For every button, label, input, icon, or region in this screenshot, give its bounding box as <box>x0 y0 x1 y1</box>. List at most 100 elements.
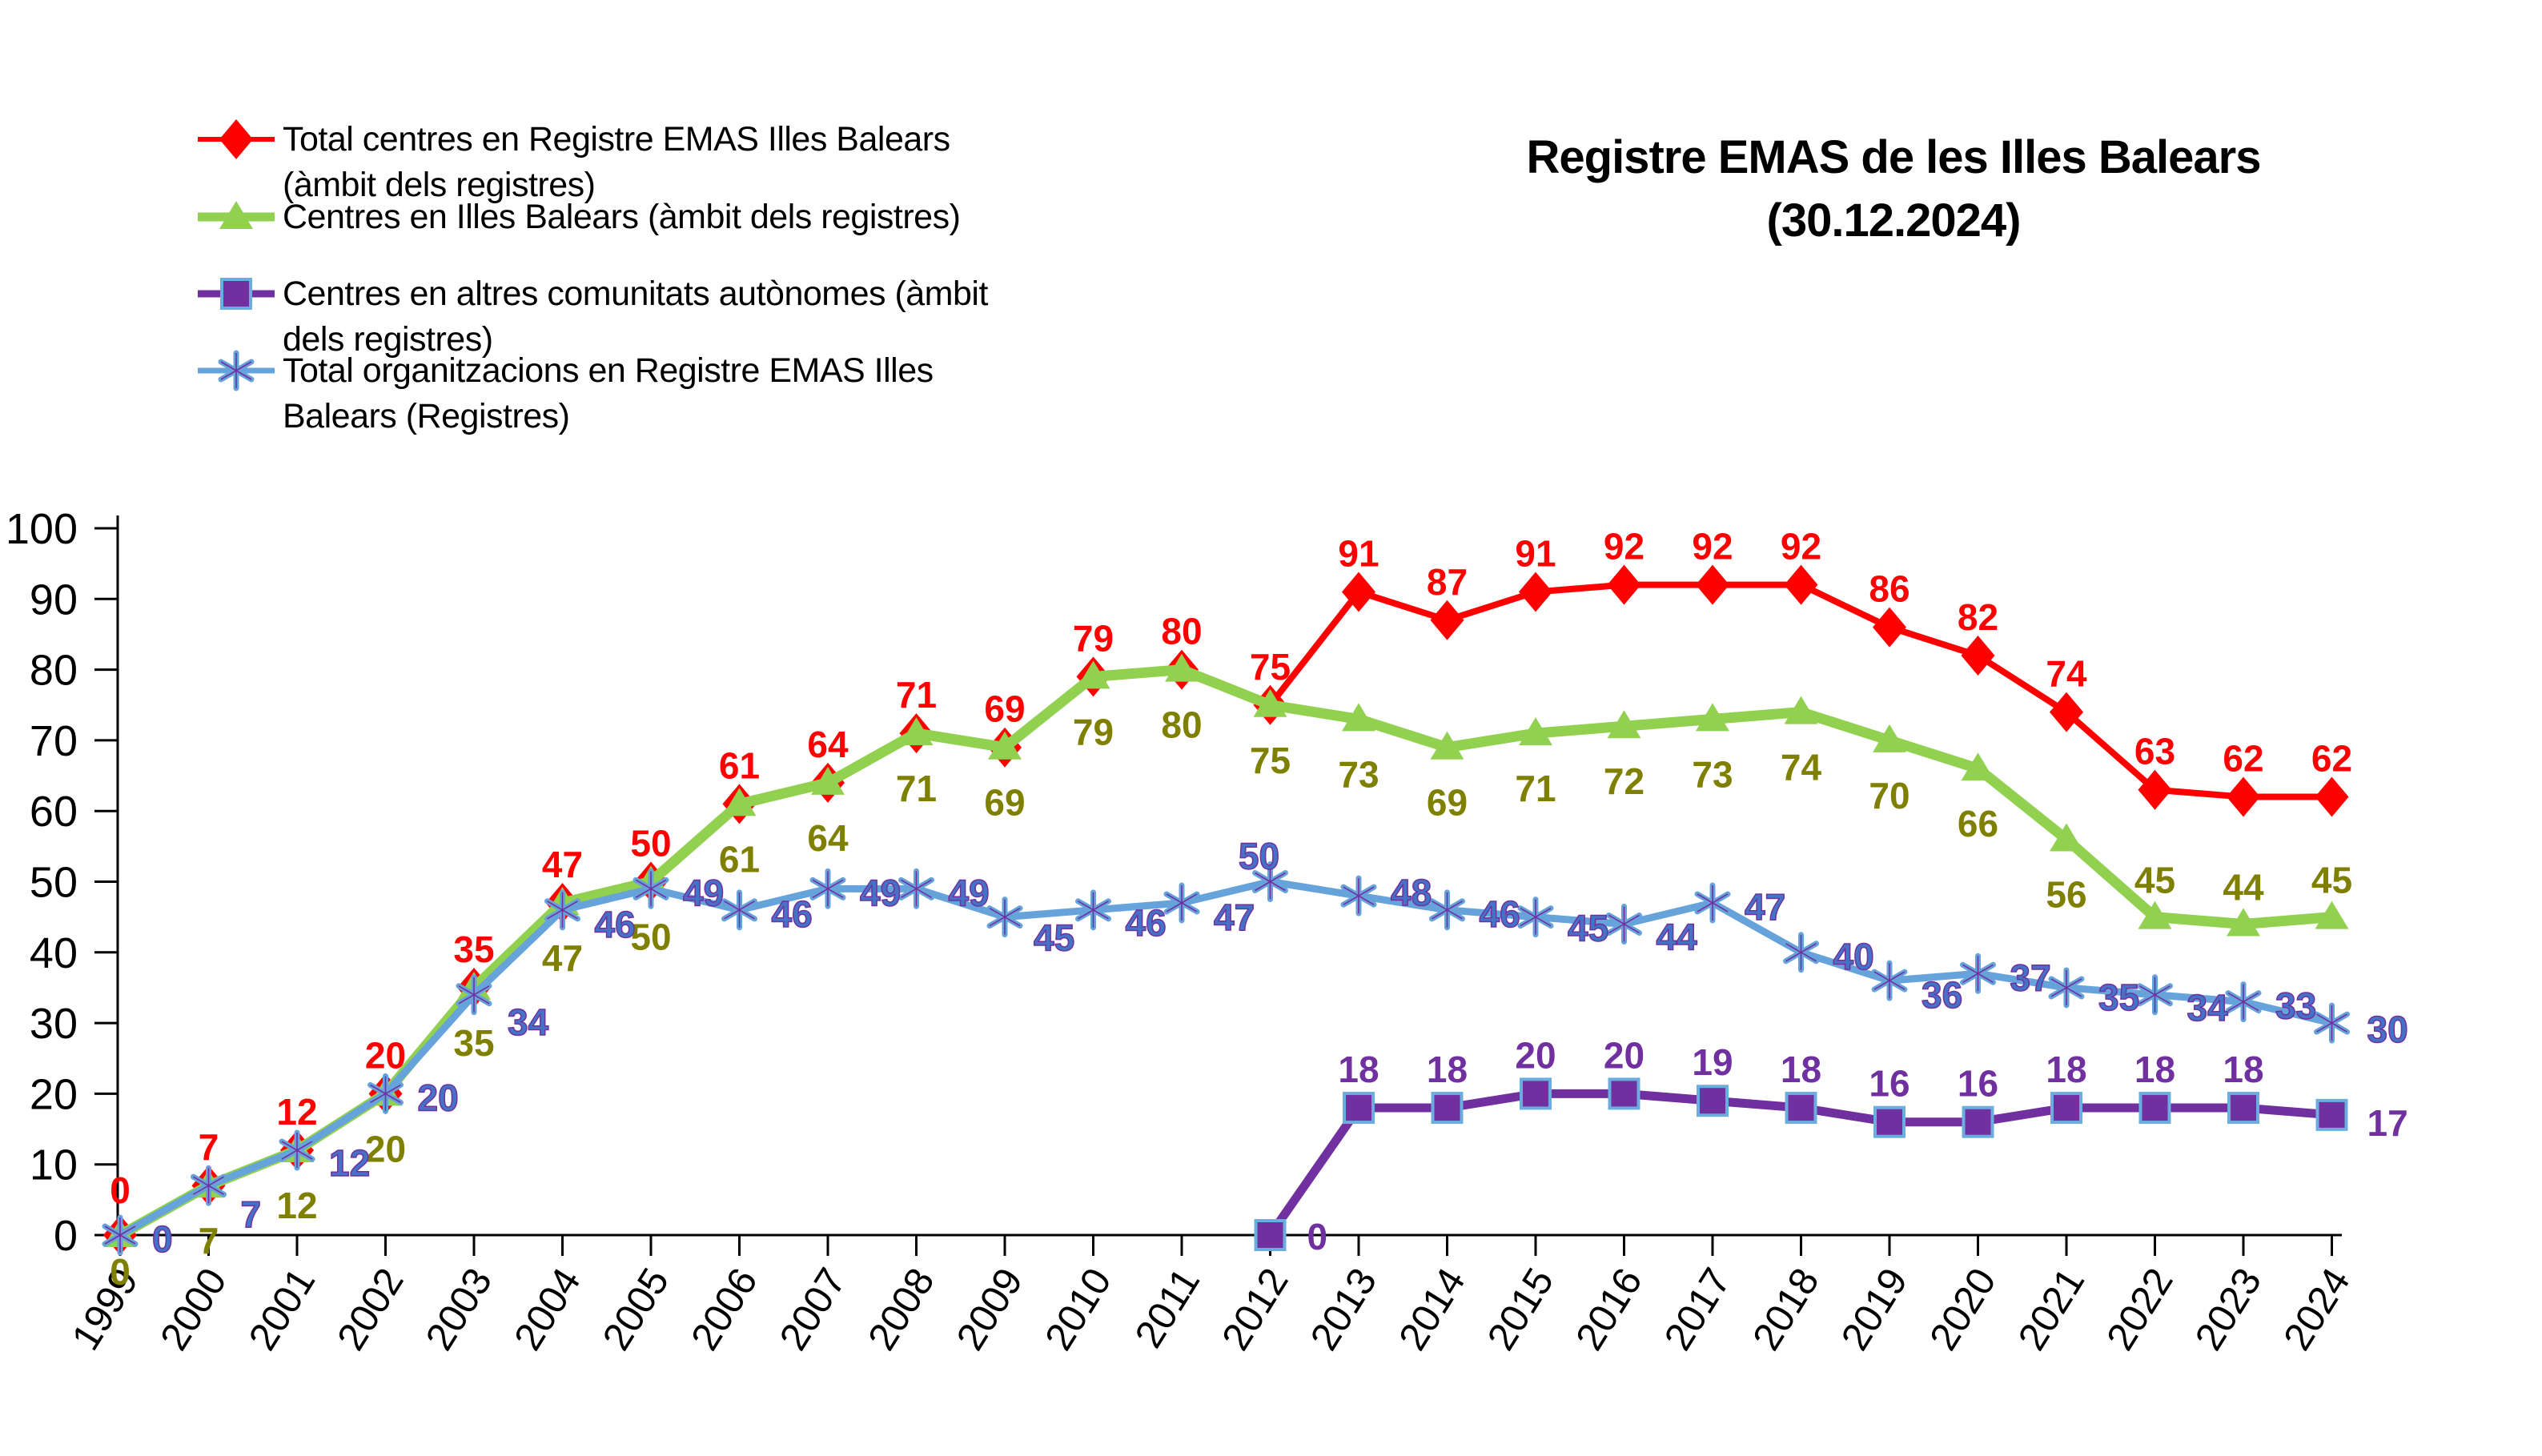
x-tick-label: 2009 <box>949 1261 1032 1358</box>
data-label-centres_illes-2003: 35 <box>453 1022 494 1064</box>
square-marker <box>1254 1219 1287 1251</box>
asterisk-marker-core <box>989 899 1021 935</box>
data-label-centres_altres-2012: 0 <box>1307 1216 1328 1257</box>
data-label-centres_illes-2016: 72 <box>1604 760 1644 802</box>
y-tick-label: 40 <box>30 929 78 977</box>
data-label-total_orgs-2019: 36 <box>1922 974 1962 1016</box>
asterisk-marker-core <box>724 892 755 928</box>
diamond-marker <box>1607 564 1641 605</box>
x-tick-label: 2013 <box>1303 1261 1386 1358</box>
square-marker <box>220 278 252 310</box>
data-label-total_centres-2024: 62 <box>2311 738 2352 780</box>
series-centres_illes-line <box>117 664 2333 1240</box>
diamond-marker <box>1784 564 1818 605</box>
data-label-centres_altres-2024: 17 <box>2367 1102 2408 1144</box>
x-tick-label: 1999 <box>64 1261 147 1358</box>
square-marker <box>1785 1092 1817 1125</box>
data-label-total_orgs-2013: 48 <box>1391 872 1432 913</box>
diamond-legend-icon <box>198 119 275 159</box>
data-label-total_orgs-2003: 34 <box>508 1001 549 1043</box>
data-label-total_centres-2013: 91 <box>1338 532 1379 574</box>
triangle-marker <box>2227 908 2260 937</box>
triangle-marker <box>899 717 934 746</box>
series-centres_altres <box>1254 1077 2348 1251</box>
asterisk-marker-core <box>635 871 667 907</box>
x-tick-label: 2023 <box>2187 1261 2271 1358</box>
data-label-total_centres-2004: 47 <box>542 844 583 885</box>
data-label-centres_illes-2015: 71 <box>1515 768 1556 809</box>
data-label-centres_illes-2021: 56 <box>2046 874 2086 916</box>
diamond-marker <box>2050 692 2083 732</box>
data-label-total_orgs-2012: 50 <box>1239 836 1279 877</box>
data-label-centres_illes-2014: 69 <box>1427 782 1468 824</box>
asterisk-marker-core <box>220 353 252 388</box>
asterisk-marker-core <box>2139 977 2171 1013</box>
x-tick-label: 2017 <box>1657 1261 1740 1358</box>
triangle-marker <box>1253 688 1287 717</box>
asterisk-marker-core <box>1697 884 1729 921</box>
asterisk-marker-core <box>1255 864 1286 900</box>
data-label-total_orgs-2021: 35 <box>2098 977 2139 1018</box>
data-label-centres_illes-2006: 61 <box>719 838 760 880</box>
x-tick-label: 2002 <box>329 1261 412 1358</box>
legend-label: Total centres en Registre EMAS Illes Bal… <box>283 120 950 204</box>
asterisk-marker-core <box>812 871 844 907</box>
triangle-marker <box>2050 823 2083 852</box>
triangle-marker <box>219 201 253 229</box>
chart-title-line2: (30.12.2024) <box>1766 194 2022 247</box>
data-label-centres_illes-2018: 74 <box>1781 747 1822 788</box>
data-label-total_orgs-2002: 20 <box>418 1077 459 1118</box>
chart-title: Registre EMAS de les Illes Balears (30.1… <box>1409 126 2378 253</box>
y-tick-label: 10 <box>30 1141 78 1189</box>
triangle-marker <box>2315 900 2349 929</box>
triangle-marker <box>1342 703 1375 732</box>
data-label-centres_illes-2024: 45 <box>2311 860 2352 901</box>
data-label-total_orgs-2022: 34 <box>2187 987 2229 1029</box>
diamond-marker <box>1430 600 1464 640</box>
data-label-total_orgs-2024: 30 <box>2367 1009 2408 1050</box>
data-label-total_centres-2006: 61 <box>719 744 760 786</box>
data-label-centres_illes-2017: 73 <box>1692 753 1733 795</box>
data-label-total_centres-2000: 7 <box>199 1126 219 1168</box>
square-marker <box>1962 1105 1994 1138</box>
x-tick-label: 2022 <box>2098 1261 2182 1358</box>
triangle-marker <box>988 731 1022 760</box>
x-tick-label: 2019 <box>1833 1261 1917 1358</box>
asterisk-marker-core <box>2316 1005 2347 1041</box>
diamond-marker <box>1696 564 1729 605</box>
data-label-centres_illes-2010: 79 <box>1073 711 1114 752</box>
legend-item-centres_altres: Centres en altres comunitats autònomes (… <box>196 271 988 363</box>
triangle-marker <box>1784 696 1818 724</box>
data-label-centres_altres-2017: 19 <box>1692 1041 1733 1083</box>
data-label-centres_altres-2015: 20 <box>1515 1034 1556 1076</box>
asterisk-marker-core <box>2050 969 2082 1005</box>
diamond-marker <box>2315 776 2349 817</box>
square-marker <box>2050 1092 2082 1125</box>
diamond-marker <box>1873 607 1906 648</box>
asterisk-marker-core <box>1873 963 1905 999</box>
asterisk-marker-core <box>1078 892 1109 928</box>
asterisk-marker-core <box>104 1217 136 1253</box>
square-marker <box>1697 1085 1729 1117</box>
data-label-centres_altres-2016: 20 <box>1604 1034 1644 1076</box>
y-tick-label: 50 <box>30 859 78 907</box>
data-label-total_centres-2014: 87 <box>1427 561 1468 603</box>
data-label-total_orgs-2009: 45 <box>1034 917 1074 959</box>
series-total_orgs-line <box>118 878 2333 1238</box>
asterisk-marker-core <box>1166 884 1198 921</box>
diamond-marker <box>219 119 253 159</box>
data-label-centres_altres-2013: 18 <box>1338 1049 1379 1090</box>
data-label-total_orgs-2006: 46 <box>772 893 813 935</box>
data-label-centres_illes-2008: 71 <box>896 768 937 809</box>
triangle-marker <box>2138 900 2172 929</box>
x-tick-label: 2007 <box>772 1261 855 1358</box>
legend-item-centres_illes: Centres en Illes Balears (àmbit dels reg… <box>196 195 961 240</box>
data-label-total_centres-2012: 75 <box>1250 646 1291 688</box>
data-label-total_centres-2022: 63 <box>2134 731 2175 772</box>
data-label-total_centres-2019: 86 <box>1869 568 1910 610</box>
data-label-total_orgs-2011: 47 <box>1214 896 1255 938</box>
data-label-centres_altres-2014: 18 <box>1427 1049 1468 1090</box>
x-tick-label: 2018 <box>1745 1261 1828 1358</box>
x-tick-label: 2010 <box>1037 1261 1120 1358</box>
